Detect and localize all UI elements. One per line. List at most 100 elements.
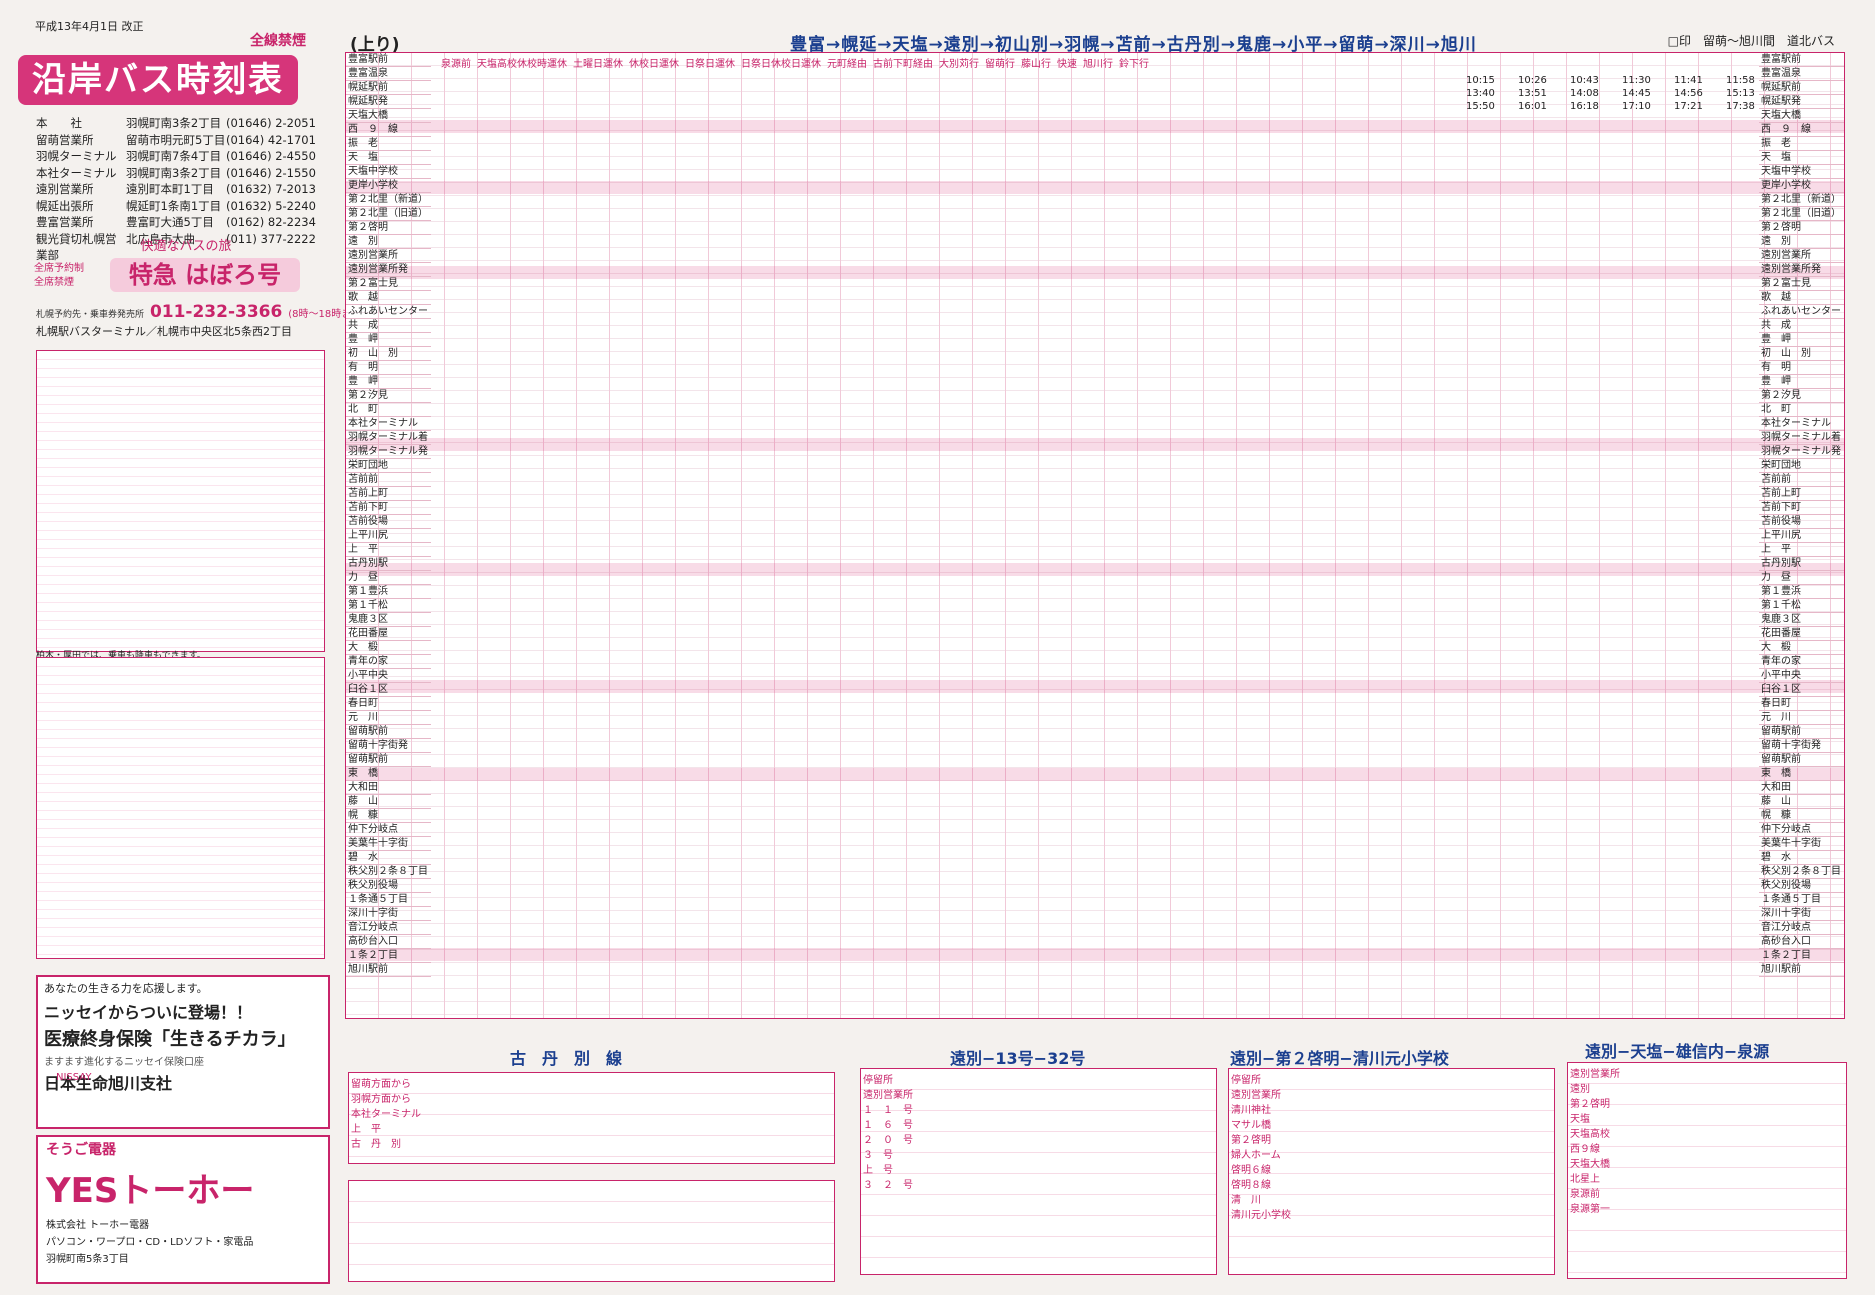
kotanbetsu-table-2 <box>348 1180 835 1282</box>
station-name: 藤 山 <box>1759 795 1844 809</box>
mini-table-header: 上 号 <box>863 1165 893 1176</box>
departure-time: 14:45 <box>1622 88 1651 99</box>
station-name: 花田番屋 <box>346 627 431 641</box>
kotanbetsu-table-1: 留萌方面から 羽幌方面から 本社ターミナル上 平古 丹 別 <box>348 1072 835 1164</box>
mini-table-header: ３ 号 <box>863 1150 893 1161</box>
station-name: 第２富士見 <box>346 277 431 291</box>
nissay-logo: NISSAY <box>56 1072 92 1083</box>
office-tel: (01632) 5-2240 <box>226 198 316 213</box>
station-name: 花田番屋 <box>1759 627 1844 641</box>
timetable-note: 旭川行 <box>1083 59 1113 70</box>
station-name: 振 老 <box>346 137 431 151</box>
timetable-note: 日祭日運休 <box>685 59 735 70</box>
station-name: 羽幌ターミナル発 <box>346 445 431 459</box>
station-name: 留萌十字街発 <box>1759 739 1844 753</box>
hoboro-phone-hours: (8時〜18時まで) <box>288 309 366 320</box>
station-name: １条２丁目 <box>346 949 431 963</box>
office-name: 豊富営業所 <box>36 215 94 229</box>
station-name: 第１豊浜 <box>1759 585 1844 599</box>
station-name: 留萌十字街発 <box>346 739 431 753</box>
highlight-row <box>346 120 1844 133</box>
station-name: 本社ターミナル <box>346 417 431 431</box>
station-name: 更岸小学校 <box>1759 179 1844 193</box>
yes-big: YESトーホー <box>46 1171 255 1211</box>
kotanbetsu-title: 古 丹 別 線 <box>510 1049 623 1068</box>
keimei-headers: 停留所 遠別営業所 清川神社 マサル橋 第２啓明 婦人ホーム 啓明６線 啓明８線清 川清川元小… <box>1229 1069 1554 1223</box>
yes-company: 株式会社 トーホー電器 <box>46 1220 150 1231</box>
station-name: 豊 岬 <box>1759 333 1844 347</box>
station-name: 古丹別駅 <box>1759 557 1844 571</box>
station-name: 上 平 <box>1759 543 1844 557</box>
office-tel: (0162) 82-2234 <box>226 215 316 229</box>
station-name: 大和田 <box>346 781 431 795</box>
station-name: 高砂台入口 <box>1759 935 1844 949</box>
station-name: 豊富温泉 <box>1759 67 1844 81</box>
mini-table-header: 遠別営業所 <box>1231 1090 1281 1101</box>
nissay-branch: 日本生命旭川支社 <box>44 1074 173 1093</box>
station-name: 西 ９ 線 <box>346 123 431 137</box>
mini-table-header: 第２啓明 <box>1570 1099 1610 1110</box>
station-name: 初 山 別 <box>346 347 431 361</box>
station-name: 深川十字街 <box>1759 907 1844 921</box>
station-name: 豊富駅前 <box>1759 53 1844 67</box>
hoboro-up-table <box>36 657 325 959</box>
station-name: 栄町団地 <box>346 459 431 473</box>
hoboro-tagline: 快適なバスの旅 <box>140 239 232 254</box>
office-name: 遠別営業所 <box>36 182 94 196</box>
station-name: 幌延駅前 <box>1759 81 1844 95</box>
timetable-note: 天塩高校休校時運休 <box>477 59 567 70</box>
station-name: 上平川尻 <box>346 529 431 543</box>
station-name: 共 成 <box>1759 319 1844 333</box>
route-label: 豊富→幌延→天塩→遠別→初山別→羽幌→苫前→古丹別→鬼鹿→小平→留萌→深川→旭川 <box>790 35 1477 55</box>
highlight-row <box>346 266 1844 279</box>
office-tel: (01646) 2-4550 <box>226 149 316 163</box>
station-name: 苫前下町 <box>1759 501 1844 515</box>
highlight-row <box>346 680 1844 693</box>
hoboro-prefix: 全席予約制 全席禁煙 <box>34 262 84 290</box>
mini-table-header: 遠別営業所 <box>863 1090 913 1101</box>
station-name: 豊 岬 <box>346 375 431 389</box>
station-name: 初 山 別 <box>1759 347 1844 361</box>
timetable-note: 元町経由 <box>827 59 867 70</box>
station-name: 歌 越 <box>346 291 431 305</box>
station-name: 羽幌ターミナル着 <box>346 431 431 445</box>
station-name: 第２北里（新道） <box>346 193 431 207</box>
office-row: 観光貸切札幌営業部 北広島市大曲 (011) 377-2222 <box>36 231 336 264</box>
station-name: 遠別営業所発 <box>1759 263 1844 277</box>
station-name: 苫前役場 <box>1759 515 1844 529</box>
no-smoking-label: 全線禁煙 <box>250 33 306 49</box>
station-name: 臼谷１区 <box>346 683 431 697</box>
departure-time: 13:51 <box>1518 88 1547 99</box>
station-name: 苫前役場 <box>346 515 431 529</box>
enbetsu-headers: 停留所 遠別営業所 １ １ 号 １ ６ 号 ２ ０ 号 ３ 号上 号 ３ ２ 号 <box>861 1069 1216 1193</box>
departure-time: 10:26 <box>1518 75 1547 86</box>
station-name: 苫前前 <box>346 473 431 487</box>
station-name: 鬼鹿３区 <box>1759 613 1844 627</box>
mini-table-header: １ ６ 号 <box>863 1120 913 1131</box>
station-name: 天 塩 <box>1759 151 1844 165</box>
station-name: 大和田 <box>1759 781 1844 795</box>
station-name: 第１千松 <box>1759 599 1844 613</box>
station-name: 音江分岐点 <box>1759 921 1844 935</box>
mini-table-header: 天塩大橋 <box>1570 1159 1610 1170</box>
station-name: １条通５丁目 <box>1759 893 1844 907</box>
office-name: 幌延出張所 <box>36 198 94 213</box>
office-name: 観光貸切札幌営業部 <box>36 231 117 263</box>
timetable-note: 藤山行 <box>1021 59 1051 70</box>
station-name: 藤 山 <box>346 795 431 809</box>
station-name: 遠 別 <box>346 235 431 249</box>
yes-tohoh-ad: そうご電器 YESトーホー 株式会社 トーホー電器 パソコン・ワープロ・CD・L… <box>36 1135 330 1284</box>
station-name: ふれあいセンター <box>346 305 431 319</box>
station-column-left: 豊富駅前 豊富温泉 幌延駅前 幌延駅発 天塩大橋西 ９ 線振 老天 塩天塩中学校 更岸小学… <box>346 53 431 977</box>
station-name: 有 明 <box>1759 361 1844 375</box>
departure-time: 17:38 <box>1726 101 1755 112</box>
yes-desc: パソコン・ワープロ・CD・LDソフト・家電品 <box>46 1237 254 1248</box>
station-name: 仲下分岐点 <box>1759 823 1844 837</box>
mini-table-header: 停留所 <box>863 1075 893 1086</box>
mini-table-header: 北星上 <box>1570 1174 1600 1185</box>
station-name: 秩父別役場 <box>346 879 431 893</box>
station-name: 第２北里（旧道） <box>346 207 431 221</box>
departure-time: 17:21 <box>1674 101 1703 112</box>
station-name: 上平川尻 <box>1759 529 1844 543</box>
station-name: 遠別営業所 <box>1759 249 1844 263</box>
